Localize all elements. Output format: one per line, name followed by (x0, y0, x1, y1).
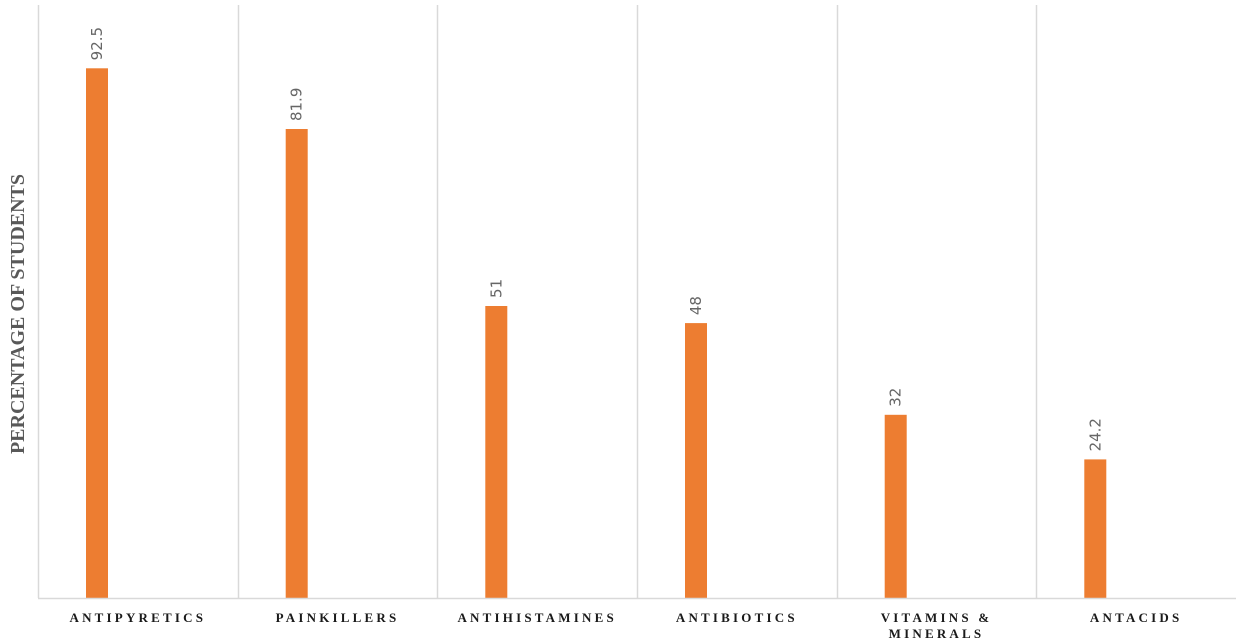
data-label: 81.9 (288, 88, 306, 121)
x-tick-label: MINERALS (889, 626, 985, 641)
bars (86, 68, 1107, 599)
data-label: 51 (487, 279, 505, 298)
x-tick-label: ANTACIDS (1090, 610, 1183, 625)
bar (1084, 459, 1107, 598)
y-axis-title: PERCENTAGE OF STUDENTS (7, 174, 29, 454)
x-tick-label: ANTIHISTAMINES (457, 610, 616, 625)
bar (485, 306, 508, 598)
bar (86, 68, 108, 599)
gridlines (37, 5, 1038, 598)
x-tick-label: ANTIPYRETICS (70, 610, 207, 625)
bar (285, 129, 308, 598)
x-axis: ANTIPYRETICS PAINKILLERS ANTIHISTAMINES ANT… (38, 597, 1236, 641)
bar (884, 414, 907, 598)
x-tick-label: PAINKILLERS (276, 610, 400, 625)
data-label: 24.2 (1086, 418, 1104, 451)
data-label: 92.5 (88, 27, 106, 60)
bar (685, 323, 707, 598)
x-tick-label: VITAMINS & (881, 610, 993, 625)
x-tick-label: ANTIBIOTICS (676, 610, 798, 625)
data-labels: 92.5 81.9 51 48 32 24.2 (88, 27, 1104, 452)
data-label: 48 (687, 296, 705, 315)
data-label: 32 (887, 388, 905, 407)
